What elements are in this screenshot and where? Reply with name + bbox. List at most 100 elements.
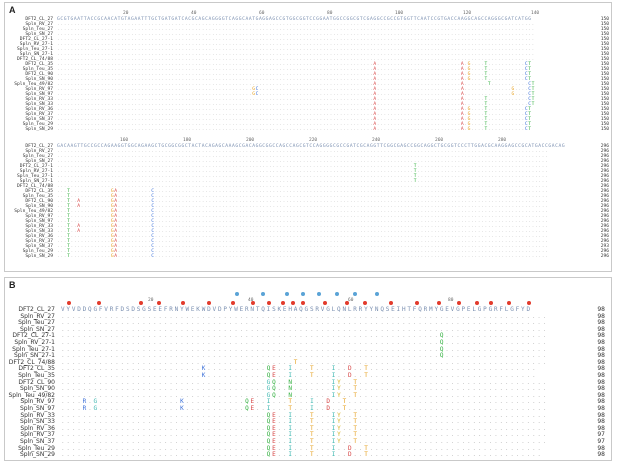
sequence: ......................................QE… bbox=[61, 438, 549, 445]
residue-count: 97 bbox=[597, 438, 605, 445]
sample-name: Spln_SN_27 bbox=[19, 325, 55, 333]
sequence: ........................................… bbox=[57, 82, 535, 87]
sequence: GCGTGAATTACCGCAACATGTAGAATTTGCTGATGATCAC… bbox=[57, 17, 532, 22]
residue-count: 296 bbox=[600, 224, 609, 229]
sample-name: Spln_SN_33 bbox=[19, 418, 55, 426]
sequence: ........................................… bbox=[61, 352, 549, 360]
sample-name: Spln_SN_90 bbox=[25, 204, 53, 209]
blue-site-marker bbox=[235, 292, 239, 296]
sample-name: Spln_Teu_27-1 bbox=[12, 345, 55, 353]
position-tick: 280 bbox=[498, 138, 507, 143]
residue-count: 150 bbox=[600, 62, 609, 67]
sequence: ...T............GA..........C...........… bbox=[57, 194, 549, 199]
blue-site-marker bbox=[261, 292, 265, 296]
sequence: ......................................GQ… bbox=[61, 378, 549, 386]
residue-count: 150 bbox=[600, 87, 609, 92]
position-tick: 260 bbox=[435, 138, 444, 143]
sample-name: Spln_SN_27 bbox=[25, 32, 53, 37]
residue-count: 98 bbox=[597, 398, 605, 406]
residue-count: 296 bbox=[600, 209, 609, 214]
sequence: ...T............GA..........C...........… bbox=[57, 209, 549, 214]
sequence: ........................................… bbox=[57, 87, 536, 92]
sequence: ........................................… bbox=[57, 164, 549, 169]
residue-count: 150 bbox=[600, 77, 609, 82]
residue-count: 98 bbox=[597, 405, 605, 412]
residue-count: 296 bbox=[600, 204, 609, 209]
sequence: ...T..A.........GA..........C...........… bbox=[57, 229, 549, 234]
sequence: ........................................… bbox=[61, 345, 549, 353]
sequence: ...T..A.........GA..........C...........… bbox=[57, 204, 549, 209]
sample-name: Spln_RV_97 bbox=[25, 214, 53, 219]
red-site-marker bbox=[97, 301, 101, 305]
sequence: ........................................… bbox=[61, 332, 549, 340]
residue-count: 150 bbox=[600, 117, 609, 122]
sample-name: Spln_RV_33 bbox=[25, 224, 53, 229]
sample-name: Spln_Teu_35 bbox=[18, 372, 55, 379]
position-tick: 240 bbox=[372, 138, 381, 143]
sample-name: Spln_Teu_29 bbox=[22, 122, 53, 127]
residue-count: 98 bbox=[597, 319, 605, 327]
position-tick: 200 bbox=[246, 138, 255, 143]
sequence: ........................................… bbox=[57, 47, 535, 52]
residue-count: 150 bbox=[600, 42, 609, 47]
red-site-marker bbox=[489, 301, 493, 305]
position-tick: 20 bbox=[123, 11, 129, 16]
residue-count: 296 bbox=[600, 144, 609, 149]
position-tick: 60 bbox=[348, 298, 354, 303]
sequence: ......................................QE… bbox=[61, 424, 549, 432]
position-tick: 80 bbox=[448, 298, 454, 303]
sample-name: Spln_RV_33 bbox=[20, 411, 55, 419]
sequence: ...T............GA..........C...........… bbox=[57, 234, 549, 239]
red-site-marker bbox=[139, 301, 143, 305]
red-site-marker bbox=[363, 301, 367, 305]
sample-name: Spln_RV_27-1 bbox=[19, 42, 53, 47]
sample-name: DFT2_CL_27 bbox=[25, 17, 53, 22]
sample-name: DFT2_CL_27-1 bbox=[19, 37, 53, 42]
residue-count: 98 bbox=[597, 411, 605, 419]
sample-name: Spln_RV_33 bbox=[25, 97, 53, 102]
sequence: ........................................… bbox=[57, 57, 535, 62]
sequence: ........................................… bbox=[57, 102, 535, 107]
sample-name: Spln_RV_27 bbox=[25, 149, 53, 154]
sample-name: Spln_RV_36 bbox=[25, 107, 53, 112]
residue-count: 150 bbox=[600, 37, 609, 42]
sequence: ...T............GA..........C...........… bbox=[57, 254, 549, 259]
residue-count: 296 bbox=[600, 229, 609, 234]
sequence: ........................................… bbox=[57, 112, 532, 117]
red-site-marker bbox=[389, 301, 393, 305]
blue-site-marker bbox=[353, 292, 357, 296]
red-site-marker bbox=[457, 301, 461, 305]
sequence: ........................................… bbox=[57, 154, 549, 159]
residue-count: 296 bbox=[600, 254, 609, 259]
residue-count: 296 bbox=[600, 214, 609, 219]
sequence: ....R.G...............K...........QE..I.… bbox=[61, 405, 549, 412]
residue-count: 98 bbox=[597, 372, 605, 379]
sample-name: DFT2_CL_90 bbox=[25, 199, 53, 204]
red-site-marker bbox=[181, 301, 185, 305]
residue-count: 296 bbox=[600, 149, 609, 154]
sample-name: DFT2_CL_35 bbox=[25, 62, 53, 67]
panel-b-protein-alignment: B 20 40 60 80 DFT2_CL_27 VYVDDQGFVRFDSDSGSEEF… bbox=[4, 277, 612, 461]
sequence: ........................................… bbox=[57, 27, 535, 32]
sequence: ......................................GQ… bbox=[61, 391, 549, 399]
red-site-marker bbox=[281, 301, 285, 305]
red-site-marker bbox=[267, 301, 271, 305]
residue-count: 150 bbox=[600, 102, 609, 107]
sequence: ........................................… bbox=[57, 97, 535, 102]
sequence: GACAAGTTGCCGCCAGAAGGTGGCAGAAGCTGCGGCGGCT… bbox=[57, 144, 566, 149]
position-tick: 140 bbox=[531, 11, 540, 16]
position-tick: 20 bbox=[148, 298, 154, 303]
residue-count: 296 bbox=[600, 164, 609, 169]
sequence: ........................................… bbox=[61, 312, 549, 320]
residue-count: 296 bbox=[600, 239, 609, 244]
sample-name: Spln_RV_27 bbox=[25, 22, 53, 27]
sequence: ......................................GQ… bbox=[61, 385, 549, 393]
red-site-marker bbox=[291, 301, 295, 305]
sample-name: Spln_SN_97 bbox=[25, 219, 53, 224]
red-site-marker bbox=[231, 301, 235, 305]
residue-count: 150 bbox=[600, 32, 609, 37]
sequence: ........................................… bbox=[57, 77, 532, 82]
residue-count: 150 bbox=[600, 107, 609, 112]
sequence: ........................................… bbox=[57, 92, 536, 97]
residue-count: 98 bbox=[597, 332, 605, 340]
